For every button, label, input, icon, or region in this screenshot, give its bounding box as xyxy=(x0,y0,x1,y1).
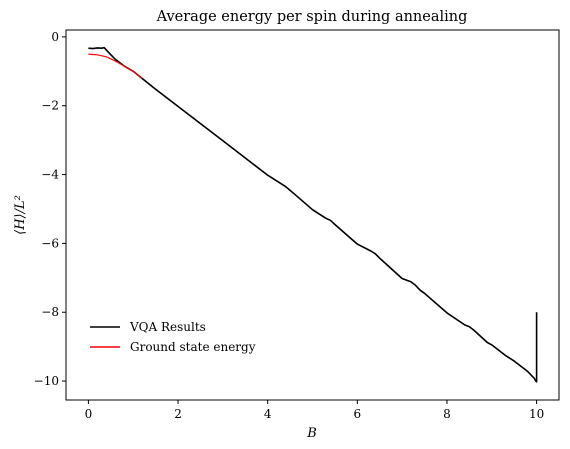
x-tick-label: 0 xyxy=(85,407,93,421)
x-tick-label: 2 xyxy=(174,407,182,421)
y-tick-label: −2 xyxy=(41,99,59,113)
legend: VQA Results Ground state energy xyxy=(90,320,256,354)
x-axis-label: B xyxy=(306,426,317,441)
y-tick-label: −10 xyxy=(34,374,59,388)
x-tick-label: 8 xyxy=(443,407,451,421)
plot-area xyxy=(88,46,538,383)
y-tick-label: −8 xyxy=(41,305,59,319)
y-tick-label: −6 xyxy=(41,236,59,250)
chart-title: Average energy per spin during annealing xyxy=(156,9,468,25)
x-tick-label: 4 xyxy=(264,407,272,421)
axis-ticks: 0 2 4 6 8 10 0 −2 −4 −6 −8 −10 xyxy=(34,30,545,421)
legend-label-0: VQA Results xyxy=(129,320,206,334)
x-tick-label: 6 xyxy=(353,407,361,421)
y-axis-label: ⟨H⟩/L² xyxy=(13,195,28,235)
y-tick-label: −4 xyxy=(41,168,59,182)
series-line-1 xyxy=(88,53,143,79)
plot-frame xyxy=(65,29,560,401)
y-tick-label: 0 xyxy=(51,30,59,44)
x-tick-label: 10 xyxy=(529,407,544,421)
legend-label-1: Ground state energy xyxy=(130,340,256,354)
